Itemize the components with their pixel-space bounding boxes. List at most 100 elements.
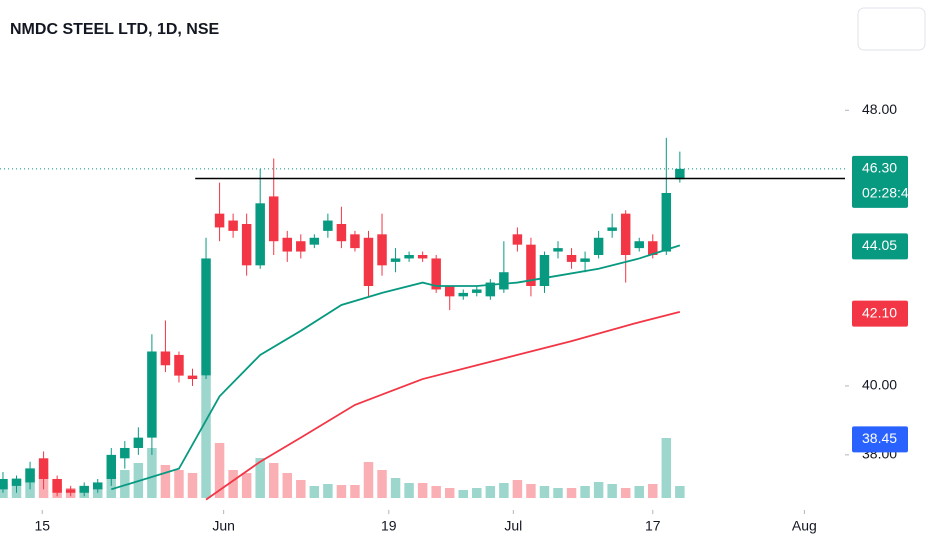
candle-body [282, 237, 293, 252]
candle-body [634, 241, 644, 249]
candle-body [52, 478, 62, 493]
price-axis-bg [845, 0, 932, 1]
candle-body [404, 255, 414, 259]
volume-bar [350, 485, 360, 498]
candle-body [620, 213, 631, 255]
volume-bar [648, 484, 658, 498]
candle-body [309, 237, 320, 245]
candle-body [444, 286, 455, 297]
candle-body [485, 282, 496, 297]
candle-body [25, 468, 35, 483]
candle-body [363, 237, 374, 287]
x-tick-label: 19 [381, 518, 397, 534]
candle-body [228, 220, 238, 231]
candle-body [201, 258, 211, 376]
candle-body [255, 203, 265, 266]
volume-bar [106, 478, 117, 498]
candle-body [241, 223, 252, 266]
candle-body [607, 227, 617, 231]
volume-bar [228, 470, 238, 498]
volume-bar [404, 483, 414, 498]
countdown-text: 02:28:40 [862, 185, 917, 201]
volume-bar [512, 480, 523, 498]
y-tick-label: 48.00 [862, 101, 897, 117]
volume-bar [363, 462, 374, 498]
volume-bar [417, 483, 428, 498]
price-label: 38.45 [852, 426, 908, 453]
volume-bar [268, 463, 279, 498]
volume-bar [526, 484, 536, 498]
candle-body [268, 196, 279, 242]
candle-body [566, 255, 577, 262]
volume-bar [444, 488, 455, 498]
moving-average [111, 244, 681, 491]
volume-bar [634, 486, 644, 498]
price-label: 46.30 02:28:40 [852, 155, 917, 208]
candle-body [65, 489, 76, 493]
volume-bar [661, 438, 672, 498]
price-label-text: 38.45 [862, 430, 897, 446]
volume-bar [499, 483, 509, 498]
candle-body [512, 234, 523, 245]
candle-body [133, 437, 144, 448]
candle-body [93, 482, 103, 490]
candle-body [417, 255, 428, 259]
x-tick-label: Jun [212, 518, 235, 534]
candle-body [160, 351, 171, 366]
volume-bar [566, 488, 577, 498]
volume-bar [539, 486, 550, 498]
volume-bar [187, 473, 198, 498]
candle-body [296, 241, 306, 252]
candle-body [323, 220, 333, 231]
price-label: 42.10 [852, 300, 908, 327]
price-label-text: 46.30 [862, 160, 897, 176]
volume-bar [323, 484, 333, 498]
volume-bar [431, 486, 441, 498]
candle-body [580, 258, 590, 262]
candle-body [431, 258, 441, 290]
volume-bar [214, 443, 225, 498]
volume-bar [390, 478, 401, 498]
volume-bar [675, 486, 685, 498]
candle-body [526, 244, 536, 287]
volume-bar [296, 480, 306, 498]
candle-body [11, 478, 22, 486]
price-label-box [852, 426, 908, 453]
volume-bar [607, 484, 617, 498]
volume-bar [472, 488, 482, 498]
volume-bar [174, 470, 184, 498]
x-tick-label: 17 [645, 518, 661, 534]
y-tick-label: 40.00 [862, 377, 897, 393]
candle-body [390, 258, 401, 262]
price-label-box [852, 233, 908, 260]
volume-bar [553, 488, 563, 498]
volume-bar [241, 473, 252, 498]
candle-body [0, 478, 8, 490]
volume-bar [201, 376, 211, 498]
candle-body [593, 237, 604, 255]
moving-average [205, 310, 681, 501]
volume-bar [309, 486, 320, 498]
candle-body [336, 223, 347, 242]
price-label-box [852, 155, 908, 208]
volume-bar [160, 465, 171, 498]
candle-body [38, 458, 49, 479]
candle-body [79, 485, 89, 493]
volume-bar [580, 486, 590, 498]
x-tick-label: 15 [34, 518, 50, 534]
volume-bar [485, 486, 496, 498]
candle-body [539, 255, 550, 287]
volume-bar [120, 470, 130, 498]
price-label: 44.05 [852, 233, 908, 260]
volume-bar [282, 473, 293, 498]
toolbar-box[interactable] [857, 7, 926, 51]
x-tick-label: Jul [504, 518, 522, 534]
price-label-box [852, 300, 908, 327]
price-label-text: 44.05 [862, 237, 897, 253]
candle-body [106, 454, 117, 479]
volume-bar [458, 490, 468, 498]
volume-bar [377, 470, 387, 498]
price-label-text: 42.10 [862, 304, 897, 320]
volume-bar [593, 482, 604, 498]
